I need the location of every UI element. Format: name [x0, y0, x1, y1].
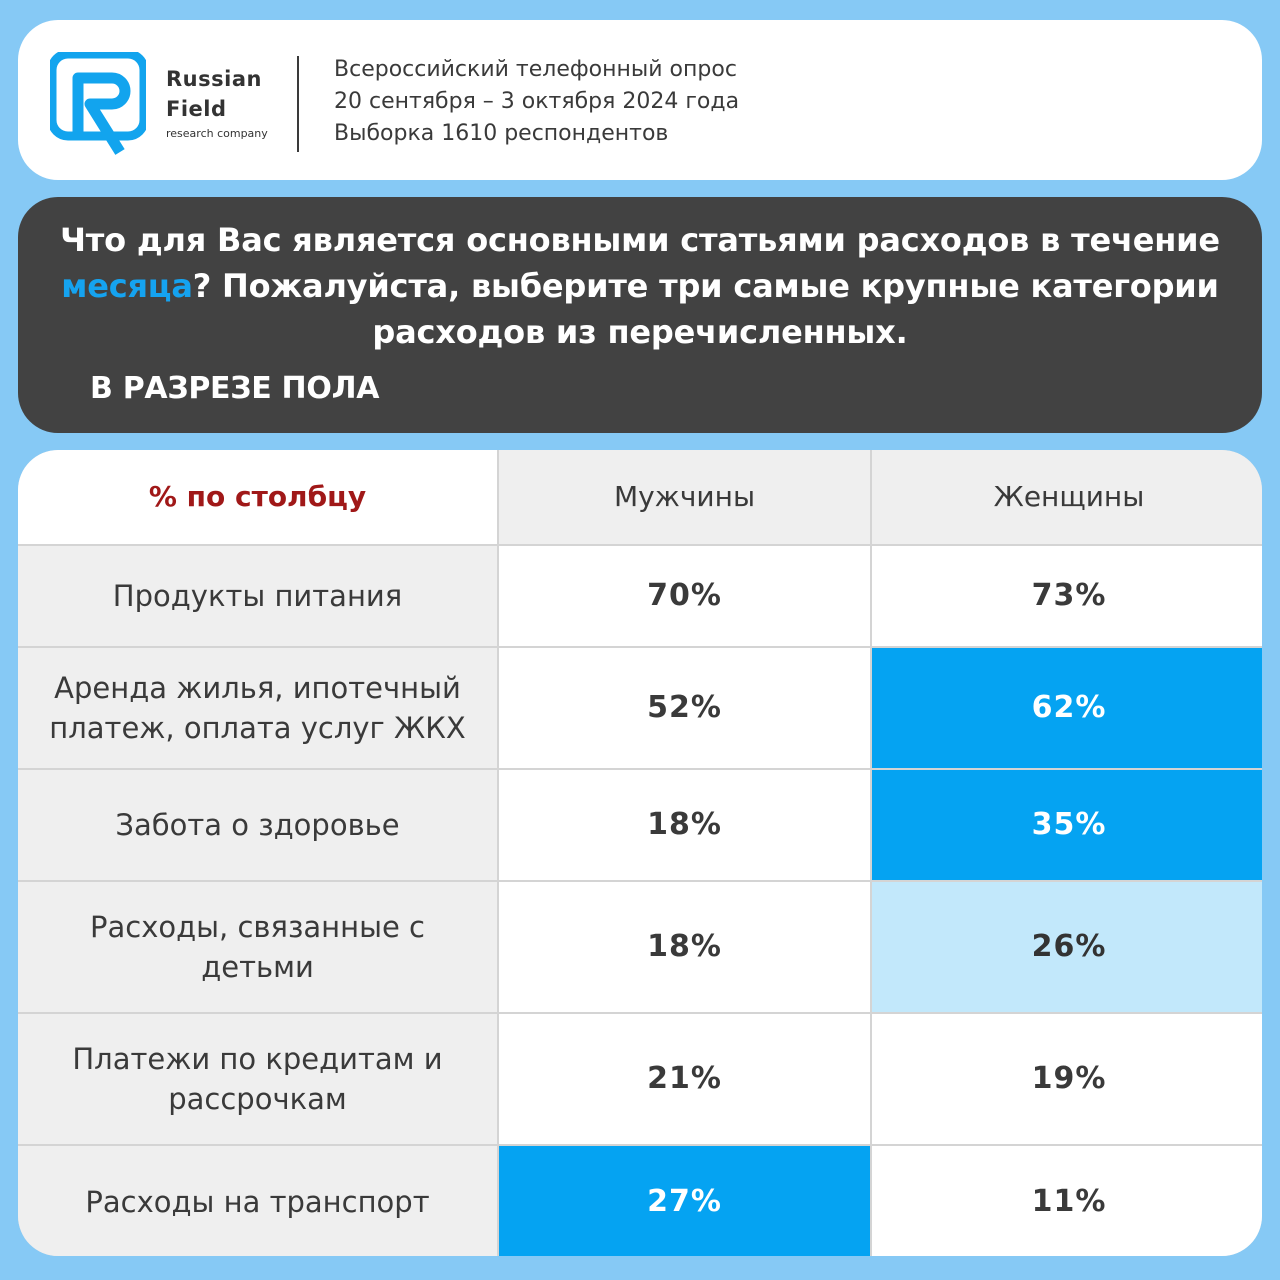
value-cell: 35%: [872, 770, 1262, 880]
question-highlight: месяца: [61, 267, 193, 305]
question-part: Что для Вас является основными статьями …: [60, 221, 1220, 259]
value-cell: 52%: [499, 648, 870, 768]
value-cell: 73%: [872, 546, 1262, 646]
value-cell: 70%: [499, 546, 870, 646]
results-grid: % по столбцу Мужчины Женщины Продукты питан…: [18, 450, 1262, 1256]
value-cell: 11%: [872, 1146, 1262, 1256]
header-divider: [297, 56, 299, 152]
survey-info-line: Выборка 1610 респондентов: [334, 121, 669, 146]
value-cell: 18%: [499, 882, 870, 1012]
question-card: Что для Вас является основными статьями …: [18, 197, 1262, 433]
question-part: ? Пожалуйста, выберите три самые крупные…: [192, 267, 1219, 351]
section-label: В РАЗРЕЗЕ ПОЛА: [90, 371, 380, 406]
header-card: Russian Field research company Всероссий…: [18, 20, 1262, 180]
survey-info: Всероссийский телефонный опрос 20 сентяб…: [334, 54, 739, 150]
value-cell: 18%: [499, 770, 870, 880]
table-corner-label: % по столбцу: [18, 450, 497, 544]
value-cell: 21%: [499, 1014, 870, 1144]
logo-name-line2: Field: [166, 97, 227, 121]
column-header: Мужчины: [499, 450, 870, 544]
results-table: % по столбцу Мужчины Женщины Продукты питан…: [18, 450, 1262, 1256]
row-label: Расходы, связанные с детьми: [18, 882, 497, 1012]
row-label: Аренда жилья, ипотечный платеж, оплата у…: [18, 648, 497, 768]
survey-info-line: 20 сентября – 3 октября 2024 года: [334, 89, 740, 114]
question-text: Что для Вас является основными статьями …: [58, 217, 1222, 355]
survey-info-line: Всероссийский телефонный опрос: [334, 57, 737, 82]
russian-field-logo-icon: [50, 52, 146, 155]
logo-wordmark: Russian Field research company: [166, 64, 268, 140]
row-label: Продукты питания: [18, 546, 497, 646]
value-cell: 62%: [872, 648, 1262, 768]
value-cell: 19%: [872, 1014, 1262, 1144]
column-header: Женщины: [872, 450, 1262, 544]
row-label: Платежи по кредитам и рассрочкам: [18, 1014, 497, 1144]
row-label: Забота о здоровье: [18, 770, 497, 880]
row-label: Расходы на транспорт: [18, 1146, 497, 1256]
value-cell: 26%: [872, 882, 1262, 1012]
value-cell: 27%: [499, 1146, 870, 1256]
logo-subtitle: research company: [166, 127, 268, 140]
logo-name-line1: Russian: [166, 67, 262, 91]
